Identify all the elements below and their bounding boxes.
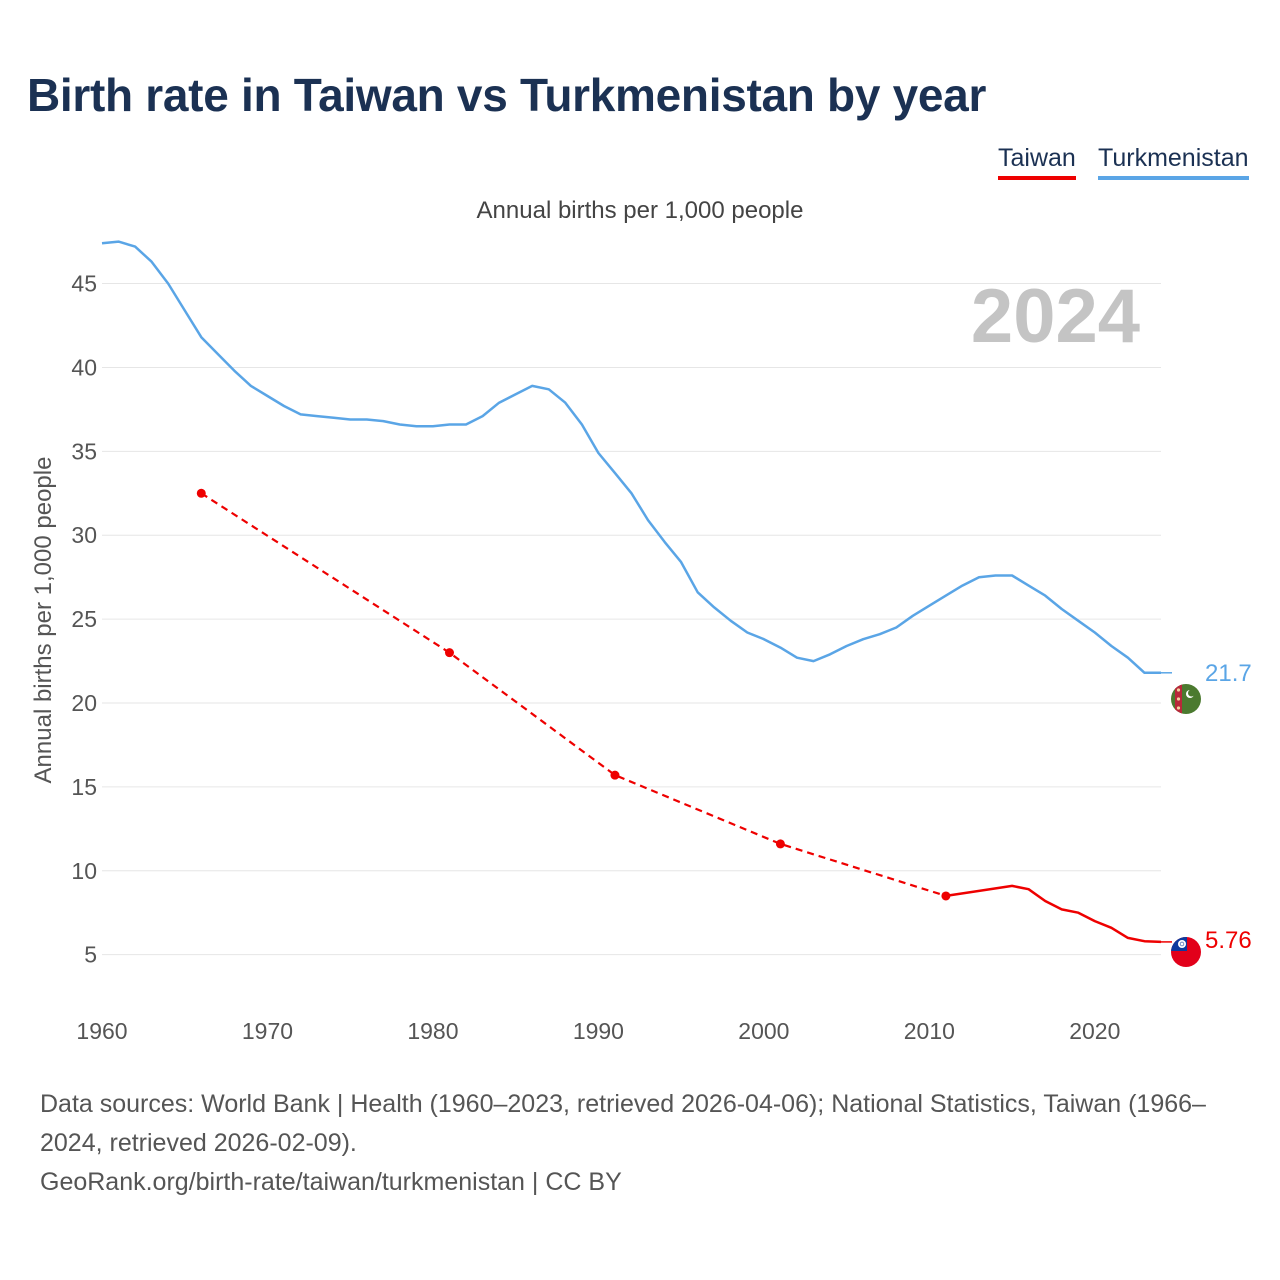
- x-tick-label: 2000: [738, 1018, 789, 1044]
- series: 21.7 5.76: [101, 240, 1252, 954]
- y-tick-label: 15: [71, 774, 97, 800]
- y-tick-label: 20: [71, 690, 97, 716]
- taiwan-flag-icon: [1171, 937, 1201, 967]
- data-point-taiwan: [196, 488, 206, 498]
- credit-link[interactable]: GeoRank.org/birth-rate/taiwan/turkmenist…: [40, 1168, 622, 1196]
- series-line-taiwan-dashed: [200, 492, 947, 897]
- current-year-watermark: 2024: [971, 274, 1140, 359]
- y-tick-label: 35: [71, 438, 97, 464]
- data-point-taiwan: [775, 839, 785, 849]
- turkmenistan-flag-icon: [1171, 684, 1201, 714]
- data-point-taiwan: [610, 770, 620, 780]
- y-tick-label: 10: [71, 858, 97, 884]
- data-sources: Data sources: World Bank | Health (1960–…: [40, 1090, 1206, 1157]
- footer: Data sources: World Bank | Health (1960–…: [40, 1085, 1255, 1202]
- x-tick-label: 1980: [407, 1018, 458, 1044]
- data-point-taiwan: [941, 891, 951, 901]
- grid-lines: [102, 283, 1161, 956]
- chart-title: Birth rate in Taiwan vs Turkmenistan by …: [27, 69, 987, 121]
- y-tick-label: 45: [71, 271, 97, 297]
- y-tick-label: 5: [84, 942, 97, 968]
- chart-subtitle: Annual births per 1,000 people: [476, 197, 804, 224]
- y-tick-label: 25: [71, 606, 97, 632]
- x-tick-label: 2020: [1069, 1018, 1120, 1044]
- y-axis-title: Annual births per 1,000 people: [30, 457, 57, 784]
- axes: 5 10 15 20 25 30 35 40 45 1960 1970 1980 1990 2000 201…: [71, 271, 1120, 1044]
- x-tick-label: 1970: [242, 1018, 293, 1044]
- y-tick-label: 30: [71, 522, 97, 548]
- x-tick-label: 1960: [76, 1018, 127, 1044]
- series-line-turkmenistan: [101, 240, 1161, 675]
- legend-item-turkmenistan[interactable]: Turkmenistan: [1098, 144, 1249, 180]
- x-tick-label: 2010: [904, 1018, 955, 1044]
- data-point-taiwan: [444, 648, 454, 658]
- x-tick-label: 1990: [573, 1018, 624, 1044]
- series-line-taiwan: [945, 884, 1162, 944]
- y-tick-label: 40: [71, 354, 97, 380]
- end-label-turkmenistan: 21.7: [1205, 660, 1252, 687]
- legend-item-taiwan[interactable]: Taiwan: [998, 144, 1076, 180]
- end-label-taiwan: 5.76: [1205, 927, 1252, 954]
